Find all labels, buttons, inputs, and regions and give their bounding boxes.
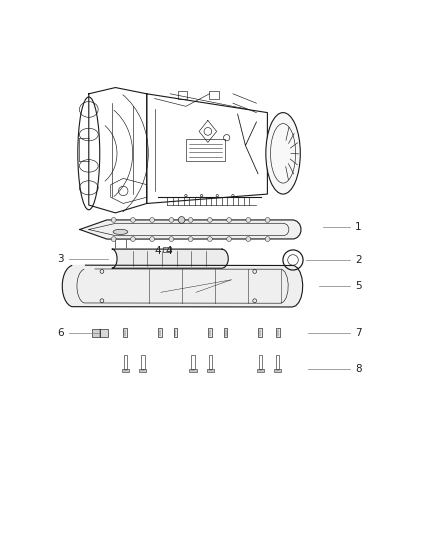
- Bar: [208, 355, 212, 369]
- Ellipse shape: [178, 216, 185, 223]
- Bar: [122, 369, 129, 372]
- Ellipse shape: [208, 217, 212, 222]
- Bar: [209, 91, 219, 99]
- Polygon shape: [112, 249, 228, 268]
- Ellipse shape: [111, 237, 116, 241]
- Ellipse shape: [169, 237, 174, 241]
- Ellipse shape: [246, 217, 251, 222]
- Bar: [191, 355, 194, 369]
- Bar: [189, 369, 197, 372]
- Ellipse shape: [188, 217, 193, 222]
- Ellipse shape: [265, 217, 270, 222]
- Text: 5: 5: [355, 281, 361, 291]
- Ellipse shape: [227, 237, 232, 241]
- Bar: [208, 328, 212, 337]
- Bar: [124, 355, 127, 369]
- Bar: [139, 369, 146, 372]
- Ellipse shape: [265, 237, 270, 241]
- Text: 7: 7: [355, 328, 361, 337]
- Bar: [141, 355, 145, 369]
- Ellipse shape: [227, 217, 232, 222]
- Text: 3: 3: [57, 254, 64, 264]
- Bar: [258, 328, 262, 337]
- Ellipse shape: [111, 217, 116, 222]
- Text: 8: 8: [355, 364, 361, 374]
- Bar: [178, 91, 187, 99]
- Ellipse shape: [150, 237, 155, 241]
- Bar: [274, 369, 281, 372]
- Bar: [163, 247, 171, 252]
- Ellipse shape: [208, 237, 212, 241]
- Bar: [258, 355, 262, 369]
- Bar: [158, 328, 162, 337]
- Bar: [257, 369, 264, 372]
- Ellipse shape: [150, 217, 155, 222]
- Bar: [276, 355, 279, 369]
- Ellipse shape: [246, 237, 251, 241]
- Bar: [100, 328, 108, 337]
- Bar: [276, 328, 280, 337]
- Ellipse shape: [188, 237, 193, 241]
- Ellipse shape: [131, 217, 135, 222]
- Ellipse shape: [266, 112, 300, 194]
- Bar: [173, 328, 177, 337]
- Text: 6: 6: [57, 328, 64, 337]
- Bar: [186, 139, 225, 161]
- Bar: [92, 328, 100, 337]
- Text: 4: 4: [155, 246, 162, 256]
- Bar: [223, 328, 227, 337]
- Polygon shape: [80, 220, 301, 239]
- Text: 4: 4: [166, 246, 172, 256]
- Text: 1: 1: [355, 222, 361, 232]
- Ellipse shape: [169, 217, 174, 222]
- Bar: [124, 328, 127, 337]
- Ellipse shape: [113, 229, 128, 235]
- Polygon shape: [62, 265, 303, 307]
- Text: 2: 2: [355, 255, 361, 265]
- Bar: [207, 369, 214, 372]
- Ellipse shape: [131, 237, 135, 241]
